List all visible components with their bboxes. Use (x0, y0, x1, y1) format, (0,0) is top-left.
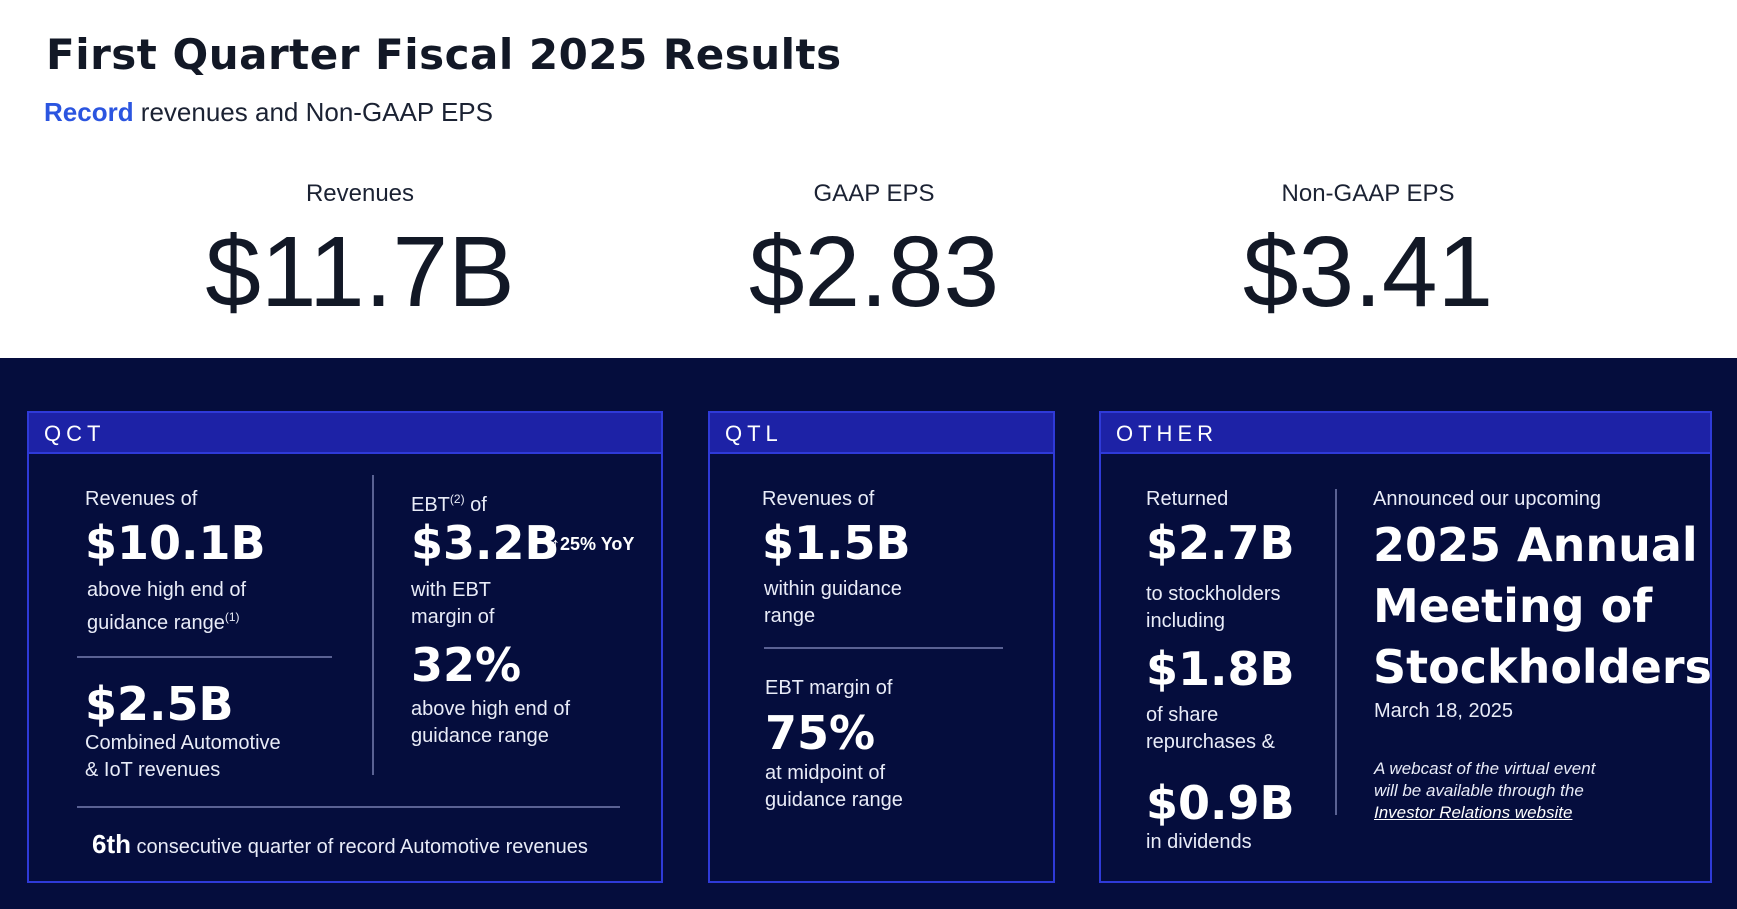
kpi-value: $2.83 (748, 216, 1000, 328)
qtl-ebt-label: EBT margin of (765, 677, 893, 699)
other-divider-vertical (1335, 489, 1337, 815)
kpi-value: $3.41 (1242, 216, 1494, 328)
qct-auto-desc-1: Combined Automotive (85, 732, 281, 754)
qct-divider-bottom (77, 806, 620, 808)
qct-margin-desc-1: above high end of (411, 698, 571, 720)
kpi-label: GAAP EPS (813, 180, 935, 207)
qct-revenue-desc-text: guidance range (87, 612, 225, 634)
kpi-label: Revenues (305, 180, 415, 207)
qtl-revenue-value: $1.5B (762, 516, 911, 570)
kpi-label: Non-GAAP EPS (1281, 180, 1455, 207)
kpi-non-gaap-eps: Non-GAAP EPS $3.41 (1158, 180, 1578, 322)
qtl-divider (764, 647, 1003, 649)
qct-margin-desc-2: guidance range (411, 725, 549, 747)
qct-divider-left (77, 656, 332, 658)
page-subtitle: Record revenues and Non-GAAP EPS (44, 97, 493, 128)
qct-ebt-desc-2: margin of (411, 606, 495, 628)
footnote-2: (2) (449, 492, 465, 506)
other-repurchase-desc-1: of share (1146, 704, 1219, 726)
qct-card: QCT Revenues of $10.1B above high end of… (27, 411, 663, 883)
qtl-revenue-label: Revenues of (762, 488, 875, 510)
qtl-ebt-desc-2: guidance range (765, 789, 903, 811)
qtl-card: QTL Revenues of $1.5B within guidance ra… (708, 411, 1055, 883)
qct-auto-value: $2.5B (85, 677, 234, 731)
other-returned-label: Returned (1146, 488, 1229, 510)
qct-margin-value: 32% (411, 638, 522, 692)
qct-revenue-desc-2: guidance range(1) (87, 604, 240, 637)
qct-revenue-label: Revenues of (85, 488, 198, 510)
other-dividend-value: $0.9B (1146, 776, 1295, 830)
other-webcast-line-2: will be available through the (1374, 781, 1584, 800)
subtitle-text: revenues and Non-GAAP EPS (133, 97, 493, 127)
qtl-revenue-desc-1: within guidance (764, 578, 902, 600)
other-heading: OTHER (1101, 413, 1710, 454)
qtl-heading: QTL (710, 413, 1053, 454)
qct-ebt-yoy-badge: ↑25% YoY (551, 534, 635, 554)
kpi-value: $11.7B (205, 216, 515, 328)
other-webcast-line-1: A webcast of the virtual event (1374, 759, 1596, 778)
investor-relations-link[interactable]: Investor Relations website (1374, 803, 1573, 822)
qct-revenue-value: $10.1B (85, 516, 266, 570)
other-meeting-date: March 18, 2025 (1374, 700, 1513, 722)
other-meeting-line-2: Meeting of (1373, 579, 1653, 633)
other-returned-desc-1: to stockholders (1146, 583, 1281, 605)
other-returned-desc-2: including (1146, 610, 1225, 632)
qct-footer: 6th consecutive quarter of record Automo… (92, 831, 588, 861)
footnote-1: (1) (224, 610, 240, 624)
qct-revenue-desc-1: above high end of (87, 579, 247, 601)
qct-ebt-label-suffix: of (464, 494, 487, 516)
qct-footer-ordinal: 6th (92, 829, 131, 859)
qct-ebt-value: $3.2B (411, 516, 560, 570)
qct-ebt-desc-1: with EBT (411, 579, 492, 601)
qtl-ebt-desc-1: at midpoint of (765, 762, 886, 784)
subtitle-accent: Record (44, 97, 134, 127)
other-repurchase-desc-2: repurchases & (1146, 731, 1275, 753)
other-repurchase-value: $1.8B (1146, 642, 1295, 696)
kpi-gaap-eps: GAAP EPS $2.83 (664, 180, 1084, 322)
qct-heading: QCT (29, 413, 661, 454)
qct-ebt-label-text: EBT (411, 494, 450, 516)
kpi-revenues: Revenues $11.7B (150, 180, 570, 322)
qct-footer-text: consecutive quarter of record Automotive… (131, 836, 588, 858)
other-meeting-line-1: 2025 Annual (1373, 518, 1698, 572)
qct-auto-desc-2: & IoT revenues (85, 759, 221, 781)
other-card: OTHER Returned $2.7B to stockholders inc… (1099, 411, 1712, 883)
qtl-ebt-value: 75% (765, 706, 876, 760)
qtl-revenue-desc-2: range (764, 605, 816, 627)
qct-ebt-label: EBT(2) of (411, 486, 487, 519)
other-announce-label: Announced our upcoming (1373, 488, 1601, 510)
other-dividend-desc: in dividends (1146, 831, 1252, 853)
other-returned-value: $2.7B (1146, 516, 1295, 570)
qct-divider-vertical (372, 475, 374, 775)
page-title: First Quarter Fiscal 2025 Results (46, 30, 842, 79)
other-meeting-line-3: Stockholders (1373, 640, 1712, 694)
